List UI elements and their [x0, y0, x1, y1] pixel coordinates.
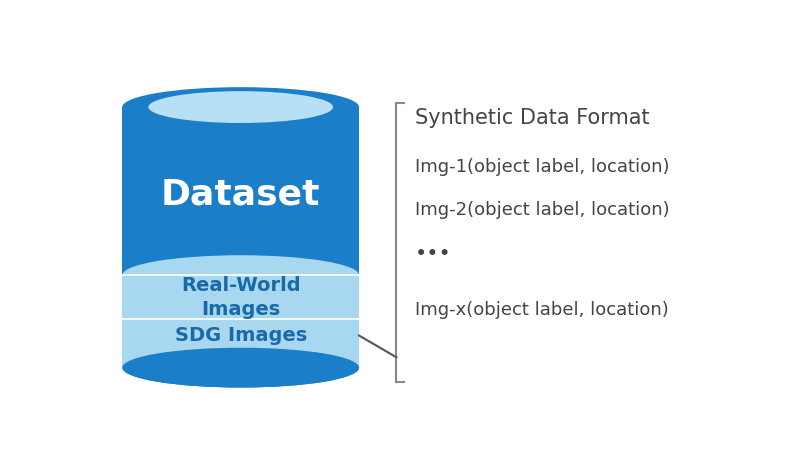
- Text: Img-1(object label, location): Img-1(object label, location): [414, 158, 669, 176]
- Text: Dataset: Dataset: [161, 178, 320, 212]
- Polygon shape: [122, 275, 359, 320]
- Text: Img-2(object label, location): Img-2(object label, location): [414, 201, 669, 219]
- Ellipse shape: [122, 255, 359, 295]
- Text: Img-x(object label, location): Img-x(object label, location): [414, 301, 668, 319]
- Ellipse shape: [122, 87, 359, 127]
- Ellipse shape: [149, 91, 332, 123]
- Ellipse shape: [122, 348, 359, 388]
- Text: Synthetic Data Format: Synthetic Data Format: [414, 108, 649, 128]
- Ellipse shape: [122, 348, 359, 388]
- Ellipse shape: [122, 299, 359, 339]
- Polygon shape: [122, 107, 359, 368]
- Text: SDG Images: SDG Images: [174, 326, 307, 345]
- Text: Real-World
Images: Real-World Images: [181, 276, 300, 319]
- Text: •••: •••: [414, 243, 451, 264]
- Polygon shape: [122, 320, 359, 368]
